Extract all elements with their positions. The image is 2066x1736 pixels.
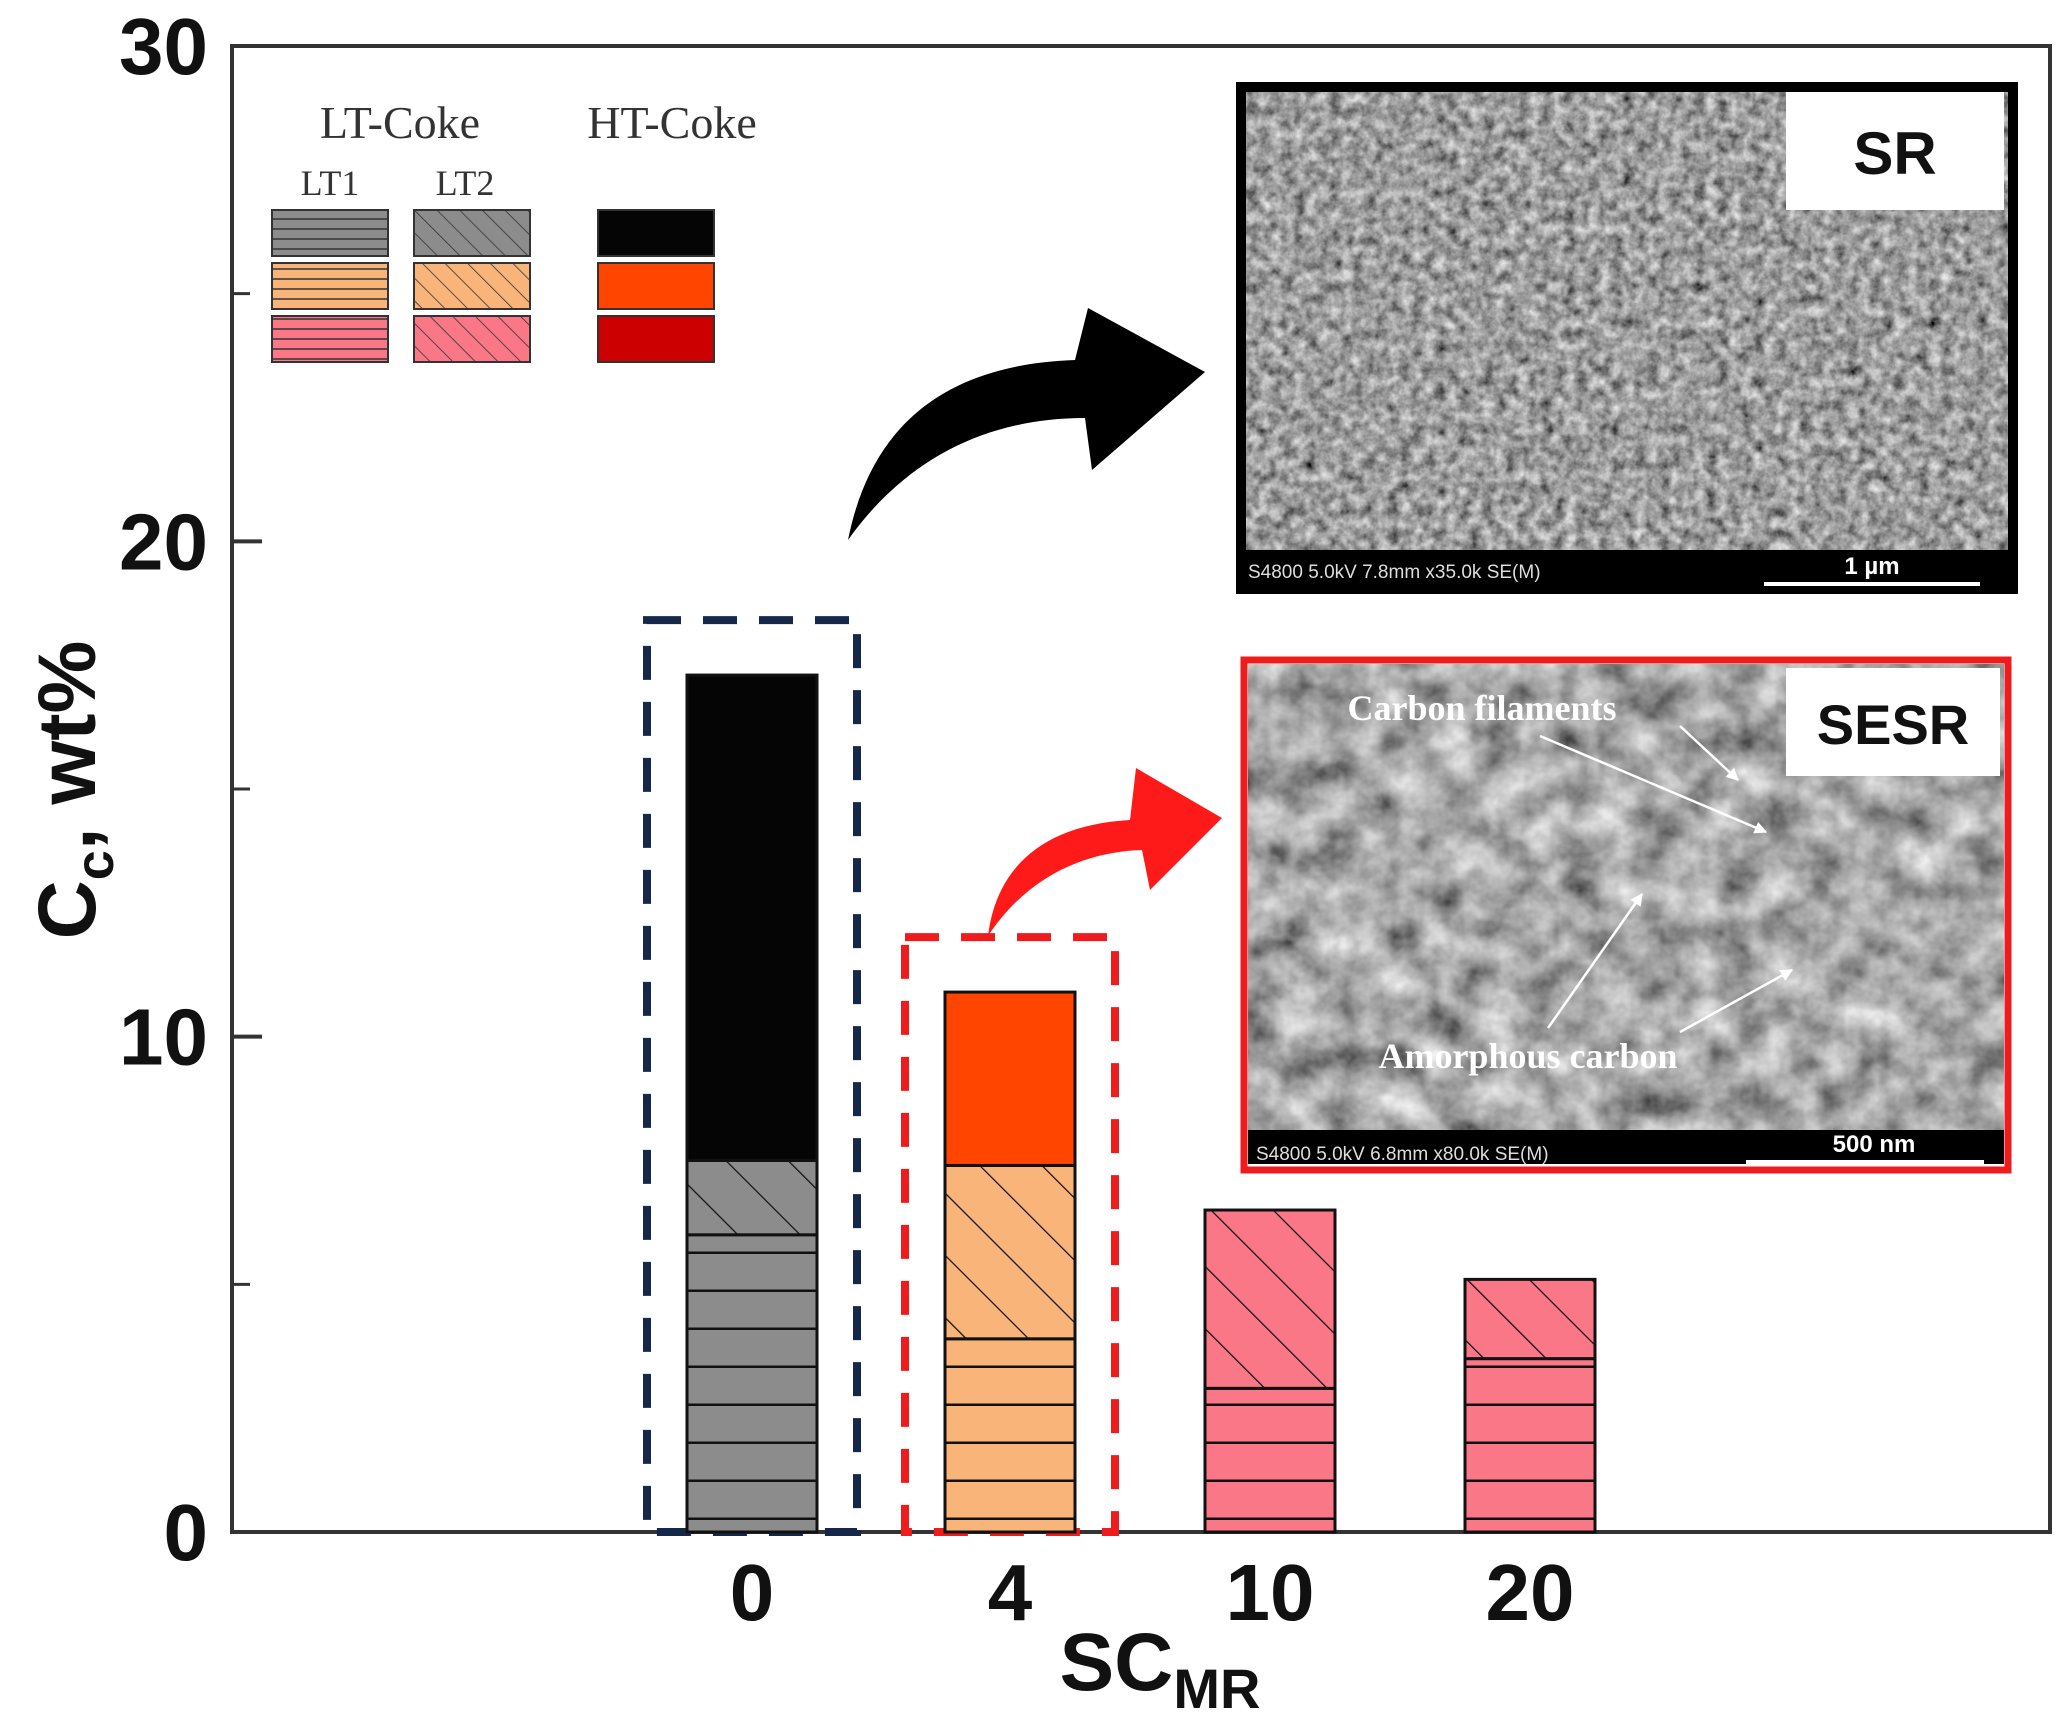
legend-swatch-ht-2 (597, 315, 715, 363)
sesr-annotation-amorphous: Amorphous carbon (1378, 1036, 1677, 1076)
x-axis-label-sub: MR (1173, 1657, 1260, 1720)
legend-hatch-lt2-2 (414, 316, 530, 362)
x-tick-label-0: 0 (730, 1548, 775, 1637)
x-axis: 0 4 10 20 (730, 1548, 1575, 1637)
legend: LT-Coke HT-Coke LT1 LT2 (271, 97, 757, 363)
sesr-pointer-3 (1546, 892, 1644, 1029)
x-tick-label-20: 20 (1486, 1548, 1575, 1637)
bar-hatch-0-lt2 (687, 1160, 817, 1235)
y-tick-label-20: 20 (119, 497, 208, 586)
bar-hatch-4-lt1 (945, 1338, 1075, 1532)
legend-col-lt2: LT2 (436, 163, 495, 203)
legend-hatch-lt2-0 (414, 210, 530, 256)
y-axis-label: Cc, wt% (22, 641, 125, 940)
sesr-border (1240, 656, 2012, 1174)
legend-hatch-lt1-2 (272, 316, 388, 362)
y-tick-label-10: 10 (119, 993, 208, 1082)
y-tick-label-0: 0 (164, 1488, 209, 1577)
sr-info: S4800 5.0kV 7.8mm x35.0k SE(M) (1248, 562, 1541, 583)
legend-group-lt: LT-Coke (320, 97, 480, 148)
sesr-pointer-2 (1539, 734, 1768, 834)
bar-hatch-10-lt1 (1205, 1388, 1335, 1532)
sesr-pointer-4 (1679, 968, 1794, 1034)
legend-swatches (271, 209, 715, 363)
legend-hatch-lt1-1 (272, 263, 388, 309)
sr-arrow (848, 308, 1205, 540)
bars (685, 673, 1597, 1534)
legend-swatch-ht-0 (597, 209, 715, 257)
bar-hatch-4-lt2 (945, 1165, 1075, 1339)
y-axis: 0 10 20 30 (119, 2, 262, 1577)
y-axis-label-sub: c (65, 850, 125, 880)
sr-scale-label: 1 µm (1844, 553, 1899, 580)
bar-4-ht (943, 990, 1077, 1167)
x-axis-label: SCMR (1059, 1617, 1260, 1720)
bar-hatch-20-lt1 (1465, 1358, 1595, 1532)
x-tick-label-4: 4 (988, 1548, 1033, 1637)
sesr-label: SESR (1817, 693, 1970, 756)
y-axis-label-suffix: , wt% (22, 641, 113, 851)
sesr-inset: SESR Carbon filaments Amorphous carbon S… (1240, 656, 2012, 1174)
legend-hatch-lt2-1 (414, 263, 530, 309)
sesr-pointer-1 (1679, 725, 1739, 781)
legend-swatch-ht-1 (597, 262, 715, 310)
bar-hatch-20-lt2 (1465, 1279, 1595, 1359)
y-tick-label-30: 30 (119, 2, 208, 91)
sr-border (1236, 82, 2018, 594)
legend-hatch-lt1-0 (272, 210, 388, 256)
sr-inset: SR S4800 5.0kV 7.8mm x35.0k SE(M) 1 µm (1236, 82, 2018, 594)
sesr-info: S4800 5.0kV 6.8mm x80.0k SE(M) (1256, 1144, 1549, 1165)
sesr-scale-label: 500 nm (1833, 1131, 1916, 1158)
x-tick-label-10: 10 (1226, 1548, 1315, 1637)
bar-hatch-10-lt2 (1205, 1210, 1335, 1389)
sesr-annotation-filaments: Carbon filaments (1348, 688, 1617, 728)
legend-group-ht: HT-Coke (587, 97, 757, 148)
bar-0-ht (685, 673, 819, 1162)
legend-col-lt1: LT1 (301, 163, 360, 203)
bar-hatch-0-lt1 (687, 1234, 817, 1532)
sr-label: SR (1853, 120, 1936, 187)
sesr-arrow (988, 768, 1222, 936)
